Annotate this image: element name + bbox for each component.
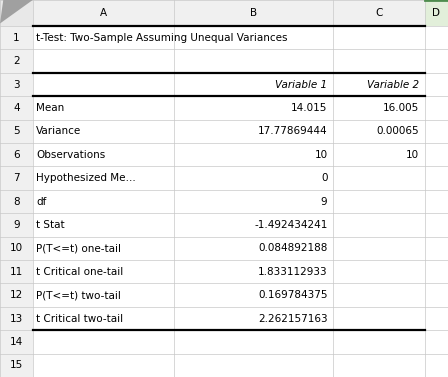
Bar bbox=[33, 237, 425, 260]
Bar bbox=[33, 49, 425, 73]
Bar bbox=[33, 167, 425, 190]
Bar bbox=[425, 354, 448, 377]
Bar bbox=[425, 237, 448, 260]
Text: 7: 7 bbox=[13, 173, 20, 183]
Bar bbox=[0, 354, 33, 377]
Bar bbox=[425, 167, 448, 190]
Bar bbox=[333, 0, 425, 26]
Bar bbox=[0, 237, 33, 260]
Text: t Critical one-tail: t Critical one-tail bbox=[36, 267, 124, 277]
Text: B: B bbox=[250, 8, 257, 18]
Bar bbox=[33, 213, 425, 237]
Bar bbox=[33, 73, 425, 96]
Bar bbox=[33, 330, 425, 354]
Bar bbox=[0, 213, 33, 237]
Text: 0.169784375: 0.169784375 bbox=[258, 290, 327, 300]
Bar bbox=[33, 0, 174, 26]
Text: P(T<=t) one-tail: P(T<=t) one-tail bbox=[36, 243, 121, 253]
Text: 6: 6 bbox=[13, 150, 20, 160]
Text: 0.00065: 0.00065 bbox=[377, 126, 419, 136]
Bar bbox=[174, 0, 333, 26]
Bar bbox=[33, 96, 425, 120]
Bar bbox=[425, 143, 448, 167]
Text: 3: 3 bbox=[13, 80, 20, 90]
Bar bbox=[425, 260, 448, 284]
Text: Hypothesized Me…: Hypothesized Me… bbox=[36, 173, 136, 183]
Text: D: D bbox=[432, 8, 440, 18]
Text: 12: 12 bbox=[10, 290, 23, 300]
Bar bbox=[425, 284, 448, 307]
Text: t Critical two-tail: t Critical two-tail bbox=[36, 314, 123, 323]
Text: A: A bbox=[100, 8, 107, 18]
Text: 0: 0 bbox=[321, 173, 327, 183]
Text: Variable 1: Variable 1 bbox=[276, 80, 327, 90]
Text: 14.015: 14.015 bbox=[291, 103, 327, 113]
Bar bbox=[425, 73, 448, 96]
Text: 1: 1 bbox=[13, 33, 20, 43]
Bar bbox=[0, 143, 33, 167]
Bar bbox=[0, 307, 33, 330]
Bar bbox=[0, 26, 33, 49]
Bar bbox=[425, 120, 448, 143]
Bar bbox=[33, 354, 425, 377]
Text: -1.492434241: -1.492434241 bbox=[254, 220, 327, 230]
Bar bbox=[425, 307, 448, 330]
Bar bbox=[0, 167, 33, 190]
Text: C: C bbox=[375, 8, 383, 18]
Bar bbox=[33, 260, 425, 284]
Bar bbox=[0, 260, 33, 284]
Text: P(T<=t) two-tail: P(T<=t) two-tail bbox=[36, 290, 121, 300]
Text: Variable 2: Variable 2 bbox=[367, 80, 419, 90]
Text: 17.77869444: 17.77869444 bbox=[258, 126, 327, 136]
Text: 2.262157163: 2.262157163 bbox=[258, 314, 327, 323]
Bar bbox=[425, 190, 448, 213]
Bar bbox=[0, 190, 33, 213]
Bar bbox=[425, 96, 448, 120]
Text: 10: 10 bbox=[406, 150, 419, 160]
Bar bbox=[33, 143, 425, 167]
Text: 8: 8 bbox=[13, 196, 20, 207]
Polygon shape bbox=[0, 0, 33, 23]
Text: 14: 14 bbox=[10, 337, 23, 347]
Bar bbox=[33, 190, 425, 213]
Bar bbox=[0, 0, 33, 26]
Bar bbox=[33, 284, 425, 307]
Text: 1.833112933: 1.833112933 bbox=[258, 267, 327, 277]
Text: 13: 13 bbox=[10, 314, 23, 323]
Text: 4: 4 bbox=[13, 103, 20, 113]
Text: 11: 11 bbox=[10, 267, 23, 277]
Bar bbox=[33, 307, 425, 330]
Bar bbox=[0, 330, 33, 354]
Bar bbox=[0, 120, 33, 143]
Text: df: df bbox=[36, 196, 47, 207]
Text: 0.084892188: 0.084892188 bbox=[258, 243, 327, 253]
Bar bbox=[0, 284, 33, 307]
Text: 5: 5 bbox=[13, 126, 20, 136]
Text: Observations: Observations bbox=[36, 150, 106, 160]
Text: 2: 2 bbox=[13, 56, 20, 66]
Text: t-Test: Two-Sample Assuming Unequal Variances: t-Test: Two-Sample Assuming Unequal Vari… bbox=[36, 33, 288, 43]
Bar bbox=[0, 96, 33, 120]
Bar bbox=[425, 213, 448, 237]
Text: t Stat: t Stat bbox=[36, 220, 65, 230]
Bar bbox=[425, 330, 448, 354]
Text: 15: 15 bbox=[10, 360, 23, 370]
Bar bbox=[0, 73, 33, 96]
Text: 16.005: 16.005 bbox=[383, 103, 419, 113]
Bar bbox=[33, 26, 425, 49]
Bar bbox=[33, 120, 425, 143]
Text: 10: 10 bbox=[314, 150, 327, 160]
Bar bbox=[425, 26, 448, 49]
Text: 9: 9 bbox=[321, 196, 327, 207]
Text: 9: 9 bbox=[13, 220, 20, 230]
Text: Variance: Variance bbox=[36, 126, 82, 136]
Bar bbox=[425, 49, 448, 73]
Text: 10: 10 bbox=[10, 243, 23, 253]
Bar bbox=[425, 0, 448, 26]
Text: Mean: Mean bbox=[36, 103, 65, 113]
Bar bbox=[0, 49, 33, 73]
